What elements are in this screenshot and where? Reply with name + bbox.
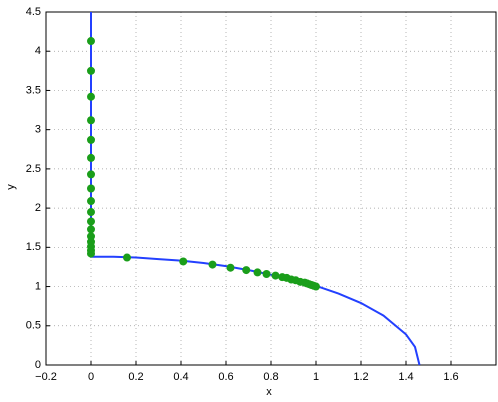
- plot-frame: [45, 11, 497, 366]
- y-tick-label: 2.5: [26, 163, 41, 175]
- point: [87, 135, 95, 144]
- x-tick-label: 1: [313, 371, 319, 383]
- y-tick-label: 1: [35, 280, 41, 292]
- y-tick-label: 2: [35, 202, 41, 214]
- x-tick-label: 0.2: [128, 371, 143, 383]
- point: [262, 270, 271, 279]
- point: [312, 282, 320, 291]
- point: [271, 271, 280, 280]
- y-axis-label: y: [5, 184, 17, 190]
- point: [242, 266, 251, 275]
- point: [87, 232, 95, 241]
- y-tick-label: 0.5: [26, 320, 41, 332]
- point: [87, 66, 95, 75]
- point: [87, 170, 95, 179]
- y-tick-label: 3.5: [26, 84, 41, 96]
- point: [123, 253, 131, 262]
- y-tick-label: 0: [35, 359, 41, 371]
- y-tick-label: 1.5: [26, 241, 41, 253]
- point: [87, 249, 95, 258]
- y-tick-label: 4: [35, 45, 41, 57]
- point: [87, 37, 95, 46]
- point: [87, 197, 95, 206]
- point: [226, 263, 235, 272]
- point: [87, 208, 95, 217]
- x-tick-label: 0.8: [263, 371, 278, 383]
- point: [87, 184, 95, 193]
- y-tick-label: 3: [35, 124, 41, 136]
- x-tick-label: 1.6: [443, 371, 458, 383]
- point: [208, 260, 217, 269]
- point: [253, 268, 262, 277]
- x-tick-label: 1.4: [398, 371, 413, 383]
- point: [87, 217, 95, 226]
- y-tick-label: 4.5: [26, 6, 41, 18]
- point: [87, 153, 95, 162]
- point: [87, 116, 95, 125]
- point: [179, 257, 188, 266]
- point: [87, 225, 95, 234]
- x-tick-label: 0.4: [173, 371, 188, 383]
- x-tick-label: 1.2: [353, 371, 368, 383]
- x-tick-label: −0.2: [35, 371, 57, 383]
- x-tick-label: 0.6: [218, 371, 233, 383]
- x-axis-label: x: [266, 386, 272, 398]
- point: [87, 92, 95, 101]
- x-tick-label: 0: [88, 371, 94, 383]
